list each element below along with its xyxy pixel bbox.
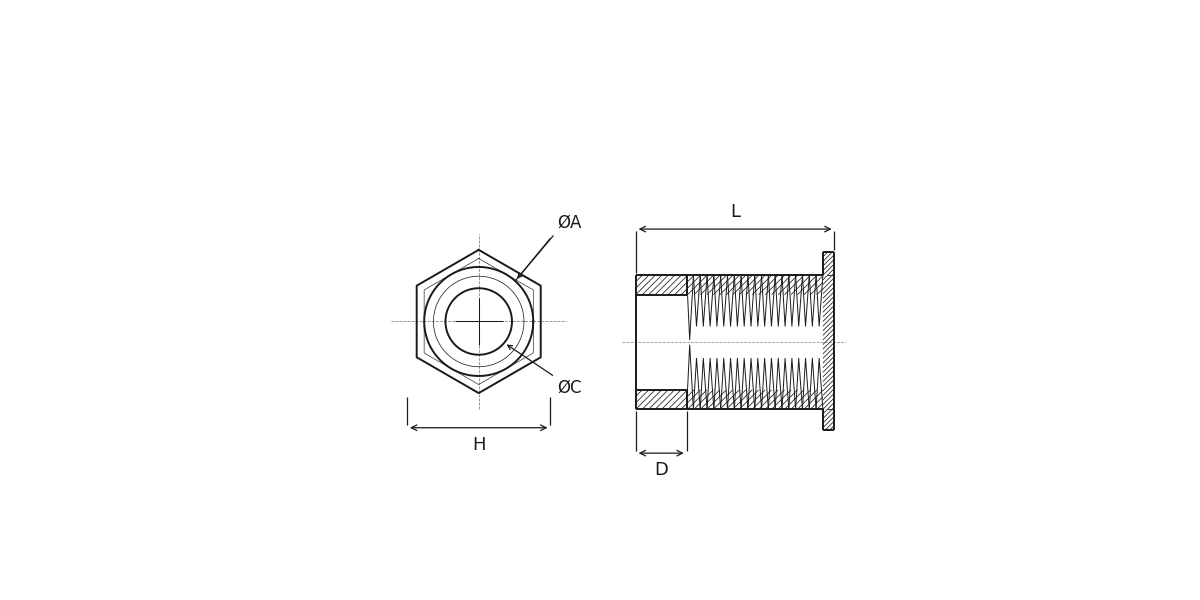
Text: ØA: ØA [558,214,582,232]
Text: ØC: ØC [558,379,582,397]
Text: D: D [654,461,668,479]
Text: H: H [472,436,486,454]
Text: L: L [730,203,740,221]
